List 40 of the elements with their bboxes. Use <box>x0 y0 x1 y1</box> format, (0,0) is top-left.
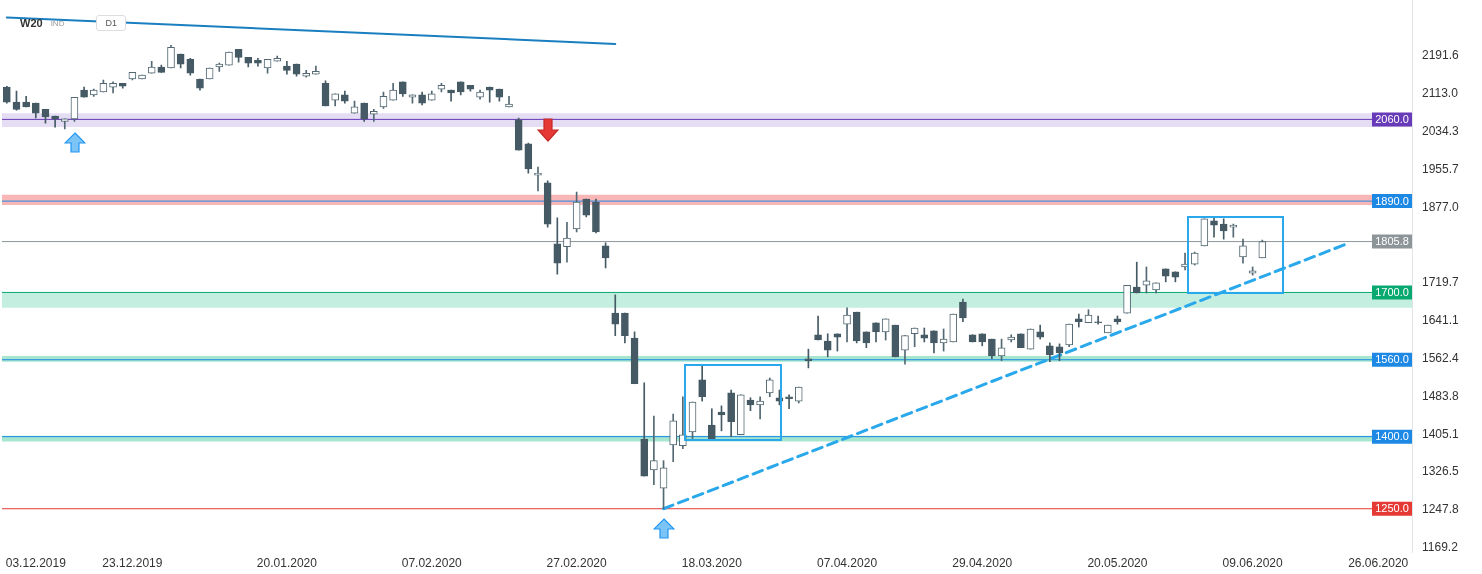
candlestick <box>650 415 658 486</box>
ref-line-label: 1560.0 <box>1375 353 1409 366</box>
x-tick-label: 26.06.2020 <box>1348 555 1409 570</box>
y-tick-label: 1405.1 <box>1422 426 1460 441</box>
ref-line-label: 1250.0 <box>1375 502 1409 515</box>
x-tick-label: 29.04.2020 <box>952 555 1013 570</box>
y-tick-label: 1719.7 <box>1422 275 1460 290</box>
y-tick-label: 1641.1 <box>1422 313 1460 328</box>
y-tick-label: 1955.7 <box>1422 161 1460 176</box>
y-tick-label: 1247.8 <box>1422 502 1460 517</box>
x-tick-label: 27.02.2020 <box>546 555 607 570</box>
x-tick-label: 07.04.2020 <box>817 555 878 570</box>
ref-line-label: 1805.8 <box>1375 235 1409 248</box>
x-tick-label: 20.01.2020 <box>256 555 318 570</box>
y-tick-label: 1483.8 <box>1422 388 1460 403</box>
y-tick-label: 2034.3 <box>1422 124 1460 139</box>
ref-line-label: 1890.0 <box>1375 194 1409 207</box>
text: IND <box>50 18 65 28</box>
candlestick <box>1132 261 1141 294</box>
ref-line-label: 1700.0 <box>1375 285 1409 298</box>
y-tick-label: 2113.0 <box>1422 86 1459 101</box>
annotation: D1 <box>96 15 126 31</box>
y-tick-label: 1169.2 <box>1422 539 1459 554</box>
y-tick-label: 1877.0 <box>1422 199 1460 214</box>
x-tick-label: 07.02.2020 <box>401 555 463 570</box>
ref-line-label: 1400.0 <box>1375 430 1409 443</box>
candlestick <box>563 221 571 263</box>
y-tick-label: 1562.4 <box>1422 350 1460 365</box>
x-tick-label: 23.12.2019 <box>102 555 163 570</box>
y-tick-label: 2191.6 <box>1422 48 1460 63</box>
x-tick-label: 20.05.2020 <box>1087 555 1148 570</box>
x-tick-label: 09.06.2020 <box>1222 555 1283 570</box>
ref-line-label: 2060.0 <box>1375 112 1409 125</box>
text: W20 <box>20 17 43 29</box>
candlestick <box>843 307 851 343</box>
x-tick-label: 03.12.2019 <box>5 555 67 570</box>
candlestick <box>785 394 793 410</box>
candlestick <box>534 166 542 192</box>
x-tick-label: 18.03.2020 <box>681 555 743 570</box>
y-tick-label: 1326.5 <box>1422 464 1460 479</box>
